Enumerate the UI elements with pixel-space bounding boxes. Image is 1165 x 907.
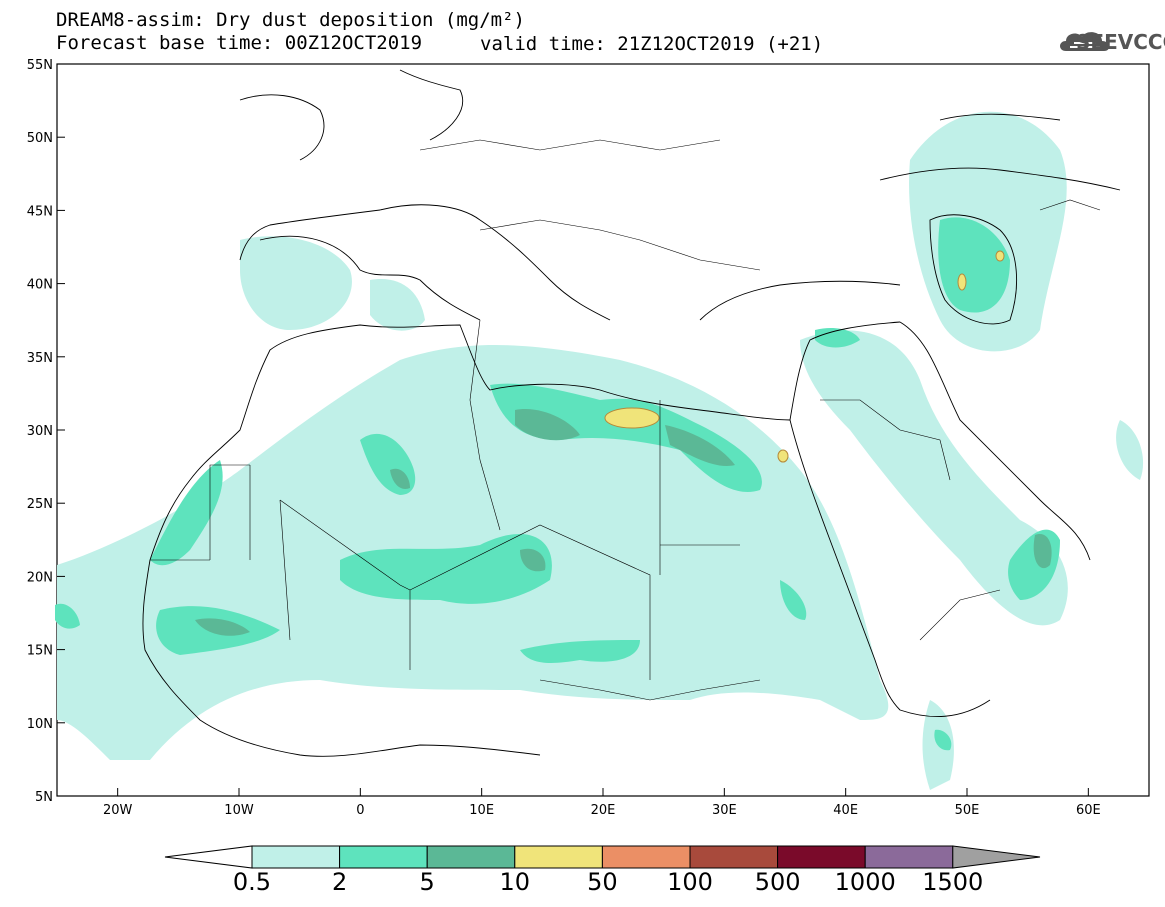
colorbar-segment (864, 845, 954, 869)
lon-tick-label: 10W (224, 803, 254, 818)
logo-text: SEEVCCC (1076, 30, 1165, 54)
colorbar-segment (777, 845, 866, 869)
lon-tick-label: 40E (833, 803, 858, 818)
lat-tick-label: 10N (27, 717, 53, 732)
colorbar-label: 5 (420, 868, 435, 896)
longitude-axis: 20W 10W 0 10E 20E 30E 40E 50E 60E (103, 788, 1101, 818)
colorbar-min-arrow (164, 845, 253, 869)
map-title: DREAM8-assim: Dry dust deposition (mg/m²… (56, 9, 525, 31)
lon-tick-label: 30E (712, 803, 737, 818)
lat-tick-label: 45N (27, 204, 53, 219)
lat-tick-label: 55N (27, 58, 53, 73)
lon-tick-label: 0 (356, 803, 364, 818)
colorbar-label: 10 (500, 868, 531, 896)
colorbar-segment (426, 845, 516, 869)
cloud-icon (1060, 32, 1110, 51)
lat-tick-label: 35N (27, 351, 53, 366)
colorbar-segment (514, 845, 603, 869)
lat-tick-label: 40N (27, 278, 53, 293)
colorbar-label: 100 (667, 868, 713, 896)
lat-tick-label: 30N (27, 424, 53, 439)
lon-tick-label: 50E (955, 803, 980, 818)
lat-tick-label: 15N (27, 644, 53, 659)
colorbar-label: 0.5 (233, 868, 271, 896)
colorbar-label: 50 (587, 868, 618, 896)
coastlines (142, 69, 1121, 757)
borders (150, 139, 1101, 701)
colorbar-segment (339, 845, 428, 869)
lat-tick-label: 25N (27, 497, 53, 512)
lon-tick-label: 60E (1076, 803, 1101, 818)
lat-tick-label: 5N (35, 790, 53, 805)
lat-tick-label: 50N (27, 131, 53, 146)
forecast-base-time: Forecast base time: 00Z12OCT2019 (56, 32, 423, 54)
colorbar: 0.5 2 5 10 50 100 500 1000 1500 (164, 845, 1041, 896)
dust-field (55, 111, 1144, 790)
lat-tick-label: 20N (27, 570, 53, 585)
colorbar-label: 2 (332, 868, 347, 896)
valid-time: valid time: 21Z12OCT2019 (+21) (480, 33, 824, 55)
latitude-axis: 55N 50N 45N 40N 35N 30N 25N 20N 15N 10N 5N (27, 58, 65, 805)
lon-tick-label: 20E (591, 803, 616, 818)
colorbar-label: 1500 (922, 868, 983, 896)
lon-tick-label: 10E (469, 803, 494, 818)
colorbar-segment (601, 845, 691, 869)
lon-tick-label: 20W (103, 803, 133, 818)
colorbar-max-arrow (952, 845, 1041, 869)
colorbar-label: 1000 (835, 868, 896, 896)
colorbar-segment (251, 845, 341, 869)
colorbar-label: 500 (755, 868, 801, 896)
colorbar-segment (689, 845, 779, 869)
